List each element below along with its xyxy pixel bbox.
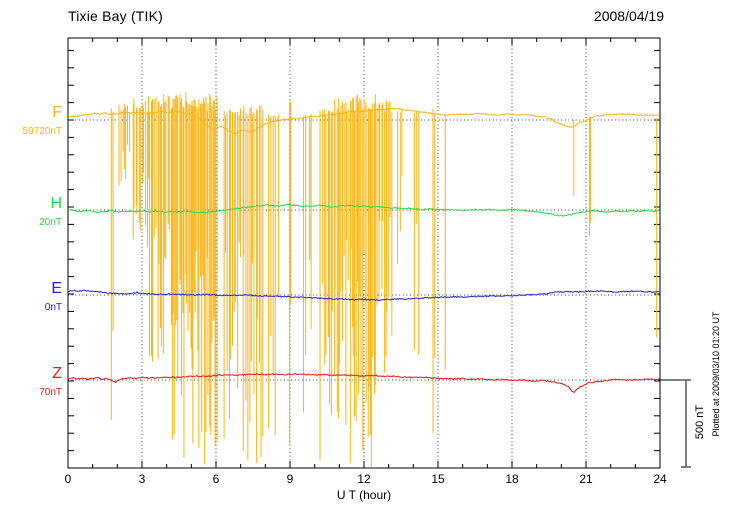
x-axis-label: U T (hour) bbox=[336, 488, 392, 502]
station-title: Tixie Bay (TIK) bbox=[68, 8, 164, 24]
channel-letter-f: F bbox=[52, 104, 62, 121]
x-tick-label: 18 bbox=[505, 472, 519, 486]
channel-label-h: H 20nT bbox=[4, 196, 62, 228]
x-tick-label: 3 bbox=[138, 472, 146, 486]
x-tick-label: 21 bbox=[579, 472, 593, 486]
x-tick-label: 6 bbox=[212, 472, 220, 486]
channel-letter-h: H bbox=[50, 195, 62, 212]
x-tick-label: 12 bbox=[357, 472, 371, 486]
plot-date: 2008/04/19 bbox=[593, 8, 664, 24]
x-tick-label: 0 bbox=[64, 472, 72, 486]
channel-letter-e: E bbox=[51, 280, 62, 297]
channel-baseline-z: 70nT bbox=[39, 387, 62, 398]
x-tick-label: 9 bbox=[286, 472, 294, 486]
x-tick-label: 15 bbox=[431, 472, 445, 486]
channel-label-f: F 59720nT bbox=[4, 105, 62, 137]
scale-bar-label: 500 nT bbox=[694, 404, 706, 440]
channel-baseline-f: 59720nT bbox=[22, 126, 62, 137]
channel-label-e: E 0nT bbox=[4, 281, 62, 313]
channel-baseline-h: 20nT bbox=[39, 217, 62, 228]
x-tick-label: 24 bbox=[653, 472, 667, 486]
channel-label-z: Z 70nT bbox=[4, 366, 62, 398]
channel-letter-z: Z bbox=[52, 365, 62, 382]
channel-baseline-e: 0nT bbox=[44, 302, 62, 313]
plotted-at-note: Plotted at 2009/03/10 01:20 UT bbox=[711, 311, 721, 437]
